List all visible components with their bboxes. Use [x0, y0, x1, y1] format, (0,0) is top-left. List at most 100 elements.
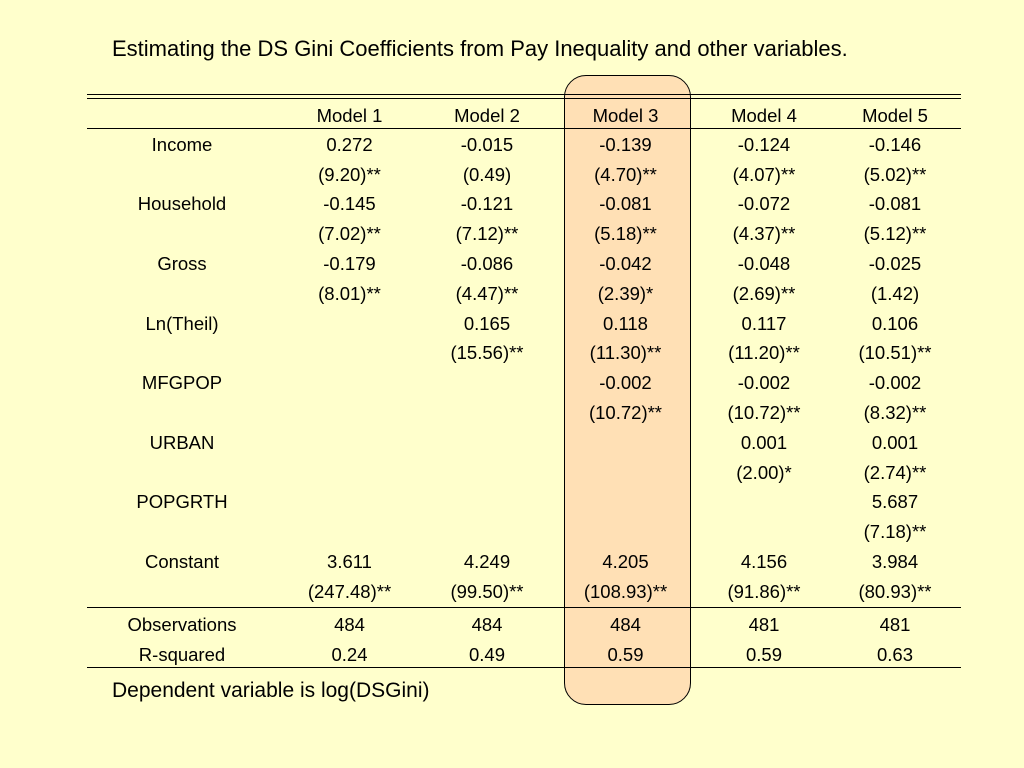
table-cell: 0.49	[468, 643, 505, 665]
table-row: MFGPOP -0.002 -0.002 -0.002	[87, 368, 961, 398]
table-cell: -0.081	[599, 193, 652, 215]
table-cell: -0.139	[599, 133, 652, 155]
table-cell: (10.72)**	[588, 402, 662, 424]
table-cell: (10.72)**	[727, 402, 801, 424]
row-label: POPGRTH	[136, 491, 228, 513]
table-cell: 3.611	[327, 551, 372, 573]
table-cell	[422, 458, 552, 488]
row-label: R-squared	[138, 643, 226, 665]
table-cell: -0.025	[868, 253, 922, 275]
table-cell	[277, 458, 422, 488]
row-label	[87, 517, 277, 547]
table-cell: -0.072	[737, 193, 791, 215]
table-cell	[552, 428, 699, 458]
table-cell	[277, 488, 422, 518]
table-cell	[422, 517, 552, 547]
row-label: Ln(Theil)	[145, 312, 219, 334]
row-label	[87, 398, 277, 428]
table-cell: (9.20)**	[318, 163, 381, 185]
dependent-variable-note: Dependent variable is log(DSGini)	[112, 679, 430, 702]
table-row: (9.20)** (0.49) (4.70)** (4.07)** (5.02)**	[87, 160, 961, 190]
table-row: (247.48)** (99.50)** (108.93)** (91.86)** (8…	[87, 577, 961, 607]
row-label	[87, 458, 277, 488]
slide-title: Estimating the DS Gini Coefficients from…	[112, 36, 848, 61]
row-label: Income	[151, 133, 213, 155]
table-cell: (4.37)**	[732, 223, 796, 245]
table-row: Income 0.272 -0.015 -0.139 -0.124 -0.146	[87, 130, 961, 160]
stats-row: R-squared 0.24 0.49 0.59 0.59 0.63	[87, 640, 961, 670]
table-cell: (4.47)**	[455, 282, 519, 304]
stats-rule	[87, 607, 961, 608]
table-cell: (15.56)**	[450, 342, 524, 364]
table-cell: 484	[334, 613, 365, 635]
table-cell	[277, 309, 422, 339]
table-cell: 3.984	[871, 551, 919, 573]
table-cell	[699, 488, 829, 518]
table-cell	[699, 517, 829, 547]
table-row: Ln(Theil) 0.165 0.118 0.117 0.106	[87, 309, 961, 339]
table-row: Household -0.145 -0.121 -0.081 -0.072 -0.081	[87, 190, 961, 220]
row-label	[87, 101, 277, 130]
table-cell: (4.07)**	[732, 163, 796, 185]
table-cell: (80.93)**	[858, 580, 932, 602]
table-cell: (2.00)*	[736, 461, 792, 483]
table-cell: (8.32)**	[863, 402, 927, 424]
table-cell: 481	[879, 613, 911, 635]
table-cell	[422, 368, 552, 398]
table-cell: 0.118	[603, 312, 648, 334]
table-row: (15.56)** (11.30)** (11.20)** (10.51)**	[87, 339, 961, 369]
table-cell	[422, 398, 552, 428]
row-label	[87, 577, 277, 607]
table-cell	[422, 428, 552, 458]
table-cell: (11.30)**	[589, 342, 662, 364]
table-cell: (10.51)**	[858, 342, 932, 364]
table-cell: (0.49)	[462, 163, 512, 185]
table-cell: (11.20)**	[728, 342, 800, 364]
table-row: (10.72)** (10.72)** (8.32)**	[87, 398, 961, 428]
table-cell: -0.002	[599, 372, 652, 394]
table-cell: 0.59	[745, 643, 782, 665]
table-row: POPGRTH 5.687	[87, 488, 961, 518]
table-row: Constant 3.611 4.249 4.205 4.156 3.984	[87, 547, 961, 577]
header-row: Model 1 Model 2 Model 3 Model 4 Model 5	[87, 101, 961, 130]
table-row: URBAN 0.001 0.001	[87, 428, 961, 458]
table-cell: Model 2	[454, 104, 520, 126]
table-row: Gross -0.179 -0.086 -0.042 -0.048 -0.025	[87, 249, 961, 279]
table-cell: Model 1	[316, 104, 383, 126]
row-label: Observations	[127, 613, 237, 635]
row-label	[87, 219, 277, 249]
table-cell: 0.272	[326, 133, 373, 155]
table-cell: -0.015	[460, 133, 514, 155]
table-top-rule	[87, 94, 961, 95]
table-cell: (7.12)**	[455, 223, 519, 245]
table-cell: (2.39)*	[597, 282, 654, 304]
table-top-rule-2	[87, 98, 961, 99]
table-cell	[277, 428, 422, 458]
table-row: (2.00)* (2.74)**	[87, 458, 961, 488]
table-cell: (7.18)**	[863, 521, 927, 543]
table-cell: (5.18)**	[594, 223, 657, 245]
table-cell: (2.69)**	[732, 282, 796, 304]
table-cell: (2.74)**	[863, 461, 927, 483]
table-cell: 481	[748, 613, 780, 635]
table-cell: (7.02)**	[318, 223, 381, 245]
table-cell: (5.02)**	[863, 163, 927, 185]
table-cell: 0.117	[741, 312, 787, 334]
table-cell	[552, 458, 699, 488]
row-label	[87, 339, 277, 369]
table-cell: -0.048	[737, 253, 791, 275]
table-cell: -0.042	[599, 253, 652, 275]
stats-row: Observations 484 484 484 481 481	[87, 610, 961, 640]
table-cell: 0.24	[331, 643, 368, 665]
table-cell: 4.205	[602, 551, 649, 573]
header-rule	[87, 128, 961, 129]
table-cell: 4.156	[740, 551, 788, 573]
table-cell	[277, 398, 422, 428]
table-cell	[277, 339, 422, 369]
table-cell	[552, 488, 699, 518]
table-row: (7.18)**	[87, 517, 961, 547]
table-cell: (247.48)**	[307, 580, 392, 602]
table-bottom-rule	[87, 667, 961, 668]
row-label: URBAN	[149, 431, 215, 453]
table-cell: -0.086	[460, 253, 514, 275]
